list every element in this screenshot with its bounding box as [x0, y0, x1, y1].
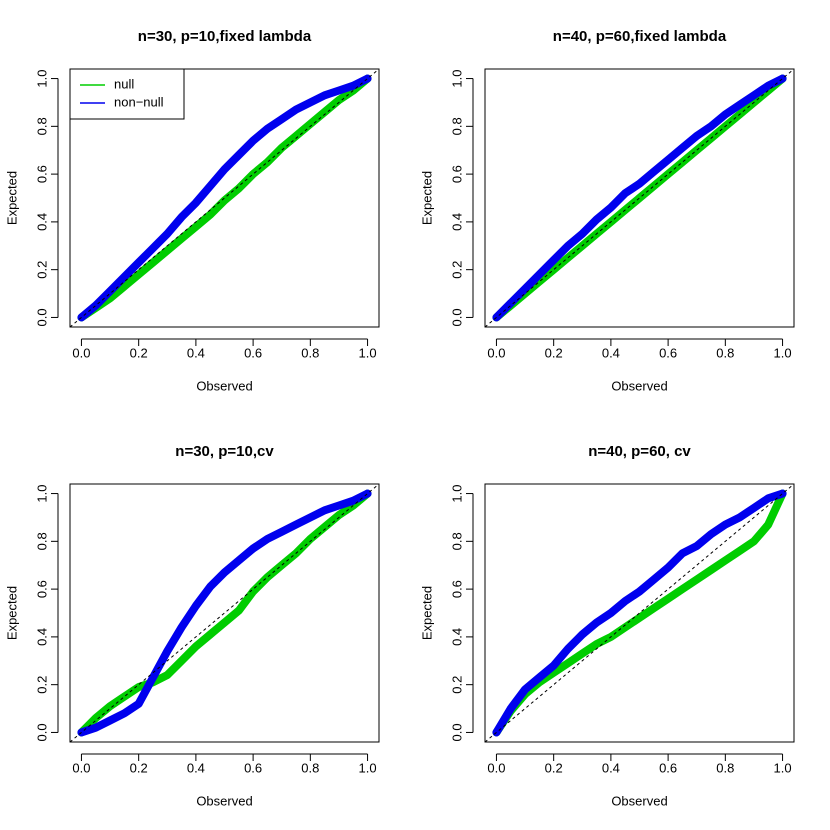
series-line	[77, 74, 372, 322]
panel: n=40, p=60, cv Observed Expected 0.0 0.2 0.4 0…	[419, 443, 795, 808]
y-tick-label: 0.6	[449, 165, 464, 183]
legend-label: null	[114, 76, 134, 91]
y-tick-label: 0.8	[449, 117, 464, 135]
x-tick-label: 0.2	[545, 345, 563, 360]
x-tick-label: 0.4	[602, 345, 620, 360]
y-axis-label: Expected	[4, 171, 19, 225]
y-tick-label: 0.2	[34, 261, 49, 279]
y-tick-label: 0.0	[449, 723, 464, 741]
x-tick-label: 1.0	[359, 760, 377, 775]
chart-title: n=30, p=10,fixed lambda	[138, 28, 312, 45]
y-tick-label: 0.0	[449, 308, 464, 326]
reference-line	[485, 69, 794, 327]
panel: n=30, p=10,fixed lambda Observed Expected 0…	[4, 28, 380, 393]
plot-box	[69, 68, 380, 328]
series-line	[77, 489, 372, 737]
y-axis-label: Expected	[4, 586, 19, 640]
plot-area	[70, 69, 379, 327]
x-tick-label: 0.2	[545, 760, 563, 775]
chart-title: n=40, p=60, cv	[588, 443, 691, 460]
legend: null non−null	[69, 68, 185, 120]
y-tick-label: 0.8	[34, 532, 49, 550]
y-tick-label: 1.0	[34, 70, 49, 88]
x-tick-label: 0.4	[187, 760, 205, 775]
panel: n=40, p=60,fixed lambda Observed Expected 0…	[419, 28, 795, 393]
x-tick-label: 0.0	[487, 345, 505, 360]
chart-title: n=30, p=10,cv	[175, 443, 274, 460]
x-tick-label: 0.6	[244, 760, 262, 775]
plot-area	[485, 484, 794, 742]
y-tick-label: 1.0	[34, 485, 49, 503]
y-tick-label: 0.2	[34, 676, 49, 694]
x-tick-label: 0.8	[716, 760, 734, 775]
panel: n=30, p=10,cv Observed Expected 0.0 0.2 0.4 0.…	[4, 443, 380, 808]
x-tick-label: 1.0	[774, 760, 792, 775]
x-tick-label: 1.0	[359, 345, 377, 360]
y-tick-label: 1.0	[449, 70, 464, 88]
plot-area	[485, 69, 794, 327]
reference-line	[70, 484, 379, 742]
y-tick-label: 0.4	[449, 213, 464, 231]
y-axis-label: Expected	[419, 171, 434, 225]
x-tick-label: 0.0	[487, 760, 505, 775]
x-tick-label: 0.8	[301, 760, 319, 775]
x-tick-label: 0.6	[659, 760, 677, 775]
plot-box	[484, 483, 795, 743]
reference-line	[70, 69, 379, 327]
x-tick-label: 0.2	[130, 345, 148, 360]
x-tick-label: 0.6	[659, 345, 677, 360]
x-axis-label: Observed	[196, 793, 252, 808]
plot-box	[484, 68, 795, 328]
chart-title: n=40, p=60,fixed lambda	[553, 28, 727, 45]
y-tick-label: 1.0	[449, 485, 464, 503]
y-tick-label: 0.2	[449, 261, 464, 279]
series-line	[492, 74, 787, 322]
x-tick-label: 0.8	[301, 345, 319, 360]
y-tick-label: 0.8	[449, 532, 464, 550]
series-line	[77, 489, 372, 737]
y-tick-label: 0.4	[34, 628, 49, 646]
x-tick-label: 0.8	[716, 345, 734, 360]
x-tick-label: 0.6	[244, 345, 262, 360]
legend-label: non−null	[114, 94, 164, 109]
x-axis-label: Observed	[196, 378, 252, 393]
y-tick-label: 0.6	[34, 165, 49, 183]
x-axis-label: Observed	[611, 378, 667, 393]
y-tick-label: 0.2	[449, 676, 464, 694]
x-tick-label: 1.0	[774, 345, 792, 360]
legend-box	[69, 68, 185, 120]
reference-line	[485, 484, 794, 742]
x-tick-label: 0.4	[602, 760, 620, 775]
y-tick-label: 0.0	[34, 723, 49, 741]
series-line	[77, 74, 372, 322]
x-tick-label: 0.4	[187, 345, 205, 360]
y-tick-label: 0.4	[449, 628, 464, 646]
series-line	[492, 489, 787, 737]
series-line	[492, 489, 787, 737]
y-tick-label: 0.6	[34, 580, 49, 598]
y-tick-label: 0.0	[34, 308, 49, 326]
x-tick-label: 0.0	[72, 760, 90, 775]
y-tick-label: 0.8	[34, 117, 49, 135]
x-tick-label: 0.2	[130, 760, 148, 775]
x-tick-label: 0.0	[72, 345, 90, 360]
x-axis-label: Observed	[611, 793, 667, 808]
plot-area	[70, 484, 379, 742]
y-tick-label: 0.6	[449, 580, 464, 598]
y-tick-label: 0.4	[34, 213, 49, 231]
y-axis-label: Expected	[419, 586, 434, 640]
plot-box	[69, 483, 380, 743]
